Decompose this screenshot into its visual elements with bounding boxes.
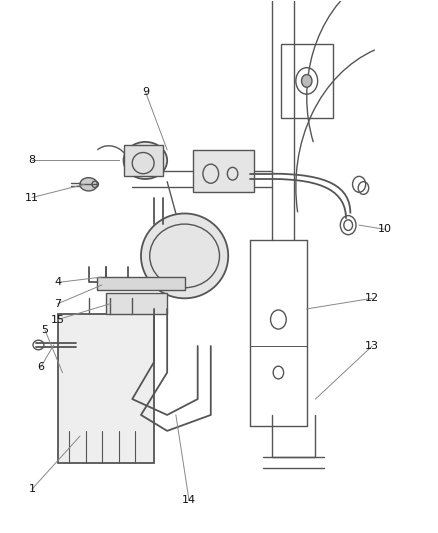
Text: 4: 4 xyxy=(54,277,61,287)
Text: 11: 11 xyxy=(25,192,39,203)
Bar xyxy=(280,44,332,118)
Text: 5: 5 xyxy=(42,325,49,335)
Text: 9: 9 xyxy=(141,86,148,96)
Text: 13: 13 xyxy=(364,341,378,351)
Text: 7: 7 xyxy=(54,298,61,309)
Text: 6: 6 xyxy=(37,362,44,372)
Bar xyxy=(58,314,154,463)
Text: 10: 10 xyxy=(378,224,392,235)
Ellipse shape xyxy=(80,177,97,191)
Bar xyxy=(193,150,254,192)
Text: 1: 1 xyxy=(28,484,35,494)
Bar xyxy=(97,277,184,290)
Text: 8: 8 xyxy=(28,156,35,165)
Text: 14: 14 xyxy=(181,495,196,505)
Text: 12: 12 xyxy=(364,293,378,303)
Ellipse shape xyxy=(141,214,228,298)
Text: 15: 15 xyxy=(51,314,65,325)
Bar xyxy=(106,293,167,314)
Ellipse shape xyxy=(123,142,167,179)
Bar xyxy=(123,144,162,176)
Circle shape xyxy=(301,75,311,87)
